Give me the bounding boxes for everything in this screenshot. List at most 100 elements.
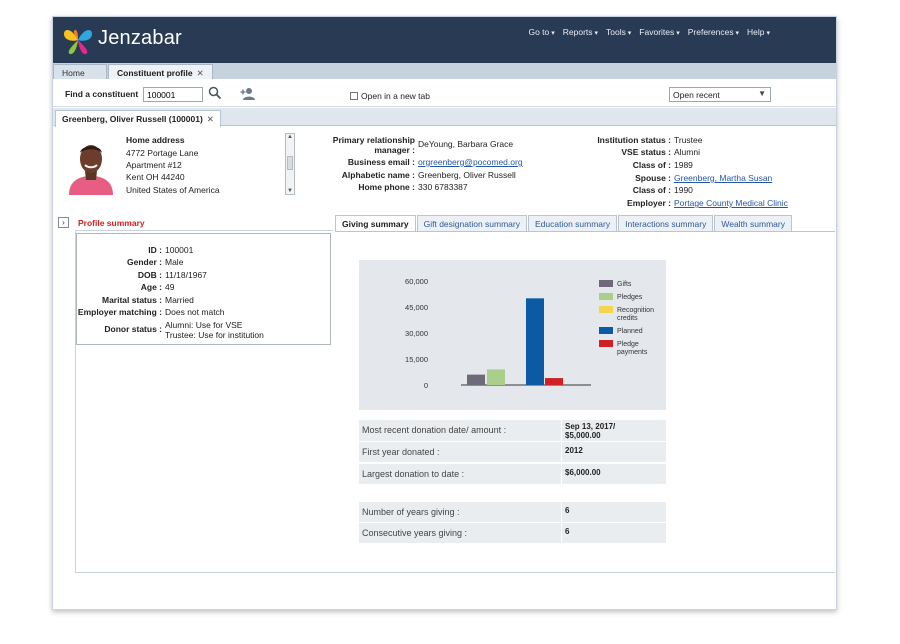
open-new-tab-option[interactable]: Open in a new tab <box>350 91 430 101</box>
legend-swatch <box>599 340 613 347</box>
record-tab[interactable]: Greenberg, Oliver Russell (100001) ✕ <box>55 110 221 127</box>
profile-row: Age : 49 <box>140 282 175 292</box>
profile-row-label: Employer matching <box>77 307 157 317</box>
profile-row-value: Married <box>165 295 194 305</box>
constituent-photo <box>63 135 119 195</box>
divider <box>335 231 835 232</box>
bar-gifts <box>467 374 485 385</box>
stat-value: $6,000.00 <box>565 468 601 477</box>
vse-status-label: VSE status <box>621 147 666 157</box>
profile-row: Employer matching : Does not match <box>77 307 225 317</box>
search-icon[interactable] <box>208 86 222 100</box>
record-tab-row: Greenberg, Oliver Russell (100001) ✕ <box>53 108 836 127</box>
expand-panel-button[interactable]: › <box>58 217 69 228</box>
find-constituent-input[interactable] <box>143 87 203 102</box>
donor-status-value: Alumni: Use for VSE <box>165 320 243 330</box>
institution-status-label: Institution status <box>597 135 666 145</box>
institution-status-row: Institution status : Trustee <box>597 135 703 145</box>
class-value: 1989 <box>674 160 693 170</box>
nav-preferences[interactable]: Preferences <box>688 27 739 37</box>
address-line: United States of America <box>126 185 220 195</box>
profile-row: DOB : 11/18/1967 <box>137 270 207 280</box>
legend-swatch <box>599 293 613 300</box>
nav-favorites[interactable]: Favorites <box>639 27 679 37</box>
tab-constituent-profile-label: Constituent profile <box>117 68 193 78</box>
stat-row: First year donated : 2012 <box>359 442 666 463</box>
address-line: 4772 Portage Lane <box>126 148 199 158</box>
stat-value: $5,000.00 <box>565 431 601 440</box>
profile-row-label: Age <box>140 282 157 292</box>
bar-pledges <box>487 369 505 385</box>
find-bar: Find a constituent Open in a new tab Ope… <box>53 79 836 107</box>
vse-status-row: VSE status : Alumni <box>621 147 700 157</box>
employer-link[interactable]: Portage County Medical Clinic <box>674 198 788 208</box>
tab-constituent-profile[interactable]: Constituent profile ✕ <box>108 64 213 79</box>
profile-row-label: ID <box>148 245 157 255</box>
tab-wealth-summary[interactable]: Wealth summary <box>714 215 792 232</box>
scroll-up-icon[interactable]: ▲ <box>287 134 293 140</box>
y-tick-label: 30,000 <box>405 329 428 338</box>
home-address-label: Home address <box>126 135 185 145</box>
app-tab-bar: Home Constituent profile ✕ <box>53 63 836 79</box>
profile-row-value: Male <box>165 257 184 267</box>
donor-status-value: Trustee: Use for institution <box>165 330 264 340</box>
spouse-class-label: Class of <box>632 185 666 195</box>
nav-reports[interactable]: Reports <box>563 27 598 37</box>
employer-row: Employer : Portage County Medical Clinic <box>627 198 788 208</box>
stat-row: Number of years giving : 6 <box>359 502 666 523</box>
class-row: Class of : 1989 <box>632 160 693 170</box>
address-scrollbar[interactable]: ▲ ▼ <box>285 133 295 195</box>
spouse-link[interactable]: Greenberg, Martha Susan <box>674 173 773 183</box>
divider <box>75 230 76 572</box>
legend-label: Pledges <box>617 294 643 301</box>
email-link[interactable]: orgreenberg@pocomed.org <box>418 157 523 167</box>
institution-status-value: Trustee <box>674 135 703 145</box>
y-tick-label: 0 <box>424 381 428 390</box>
scroll-thumb[interactable] <box>287 156 293 170</box>
profile-row-value: Does not match <box>165 307 225 317</box>
open-recent-select[interactable]: Open recent ▼ <box>669 87 771 102</box>
scroll-down-icon[interactable]: ▼ <box>287 188 293 194</box>
employer-label: Employer <box>627 198 666 208</box>
tab-education-summary[interactable]: Education summary <box>527 215 618 232</box>
stat-label: Largest donation to date : <box>359 464 562 484</box>
tab-home[interactable]: Home <box>53 64 107 79</box>
stat-label: First year donated : <box>359 442 562 462</box>
profile-row-value: 49 <box>165 282 175 292</box>
legend-label: Planned <box>617 328 643 335</box>
tab-interactions-summary[interactable]: Interactions summary <box>618 215 714 232</box>
spouse-row: Spouse : Greenberg, Martha Susan <box>635 173 773 183</box>
phone-label: Home phone <box>358 182 410 192</box>
phone-row: Home phone : 330 6783387 <box>358 182 468 192</box>
vse-status-value: Alumni <box>674 147 700 157</box>
bar-planned <box>526 298 544 385</box>
tab-gift-designation-summary[interactable]: Gift designation summary <box>416 215 527 232</box>
donor-status-row: Donor status : Alumni: Use for VSE Trust… <box>104 320 264 340</box>
y-tick-label: 60,000 <box>405 277 428 286</box>
close-icon[interactable]: ✕ <box>206 114 214 124</box>
profile-row-value: 100001 <box>165 245 194 255</box>
nav-tools[interactable]: Tools <box>606 27 631 37</box>
close-icon[interactable]: ✕ <box>196 68 204 78</box>
chevron-down-icon: ▼ <box>758 89 766 98</box>
open-new-tab-checkbox[interactable] <box>350 92 358 100</box>
email-row: Business email : orgreenberg@pocomed.org <box>347 157 523 167</box>
spouse-label: Spouse <box>635 173 666 183</box>
manager-label: Primary relationship manager : <box>332 135 415 155</box>
add-constituent-icon[interactable] <box>240 87 256 100</box>
stat-value: 2012 <box>565 446 583 455</box>
nav-help[interactable]: Help <box>747 27 770 37</box>
brand-name: Jenzabar <box>98 27 182 49</box>
profile-summary-title: Profile summary <box>78 218 145 228</box>
open-recent-label: Open recent <box>673 90 720 100</box>
nav-goto[interactable]: Go to <box>528 27 554 37</box>
tab-giving-summary[interactable]: Giving summary <box>335 215 416 232</box>
app-window: Jenzabar Go to Reports Tools Favorites P… <box>52 16 837 610</box>
tab-home-label: Home <box>62 68 85 78</box>
giving-bar-chart: 0 15,000 30,000 45,000 60,000 Gifts Pledges Rec… <box>405 277 654 390</box>
bar-pledge-payments <box>545 378 563 385</box>
stat-row: Largest donation to date : $6,000.00 <box>359 464 666 485</box>
stat-label: Consecutive years giving : <box>359 523 562 543</box>
address-line: Kent OH 44240 <box>126 172 185 182</box>
legend-label: Gifts <box>617 281 632 288</box>
